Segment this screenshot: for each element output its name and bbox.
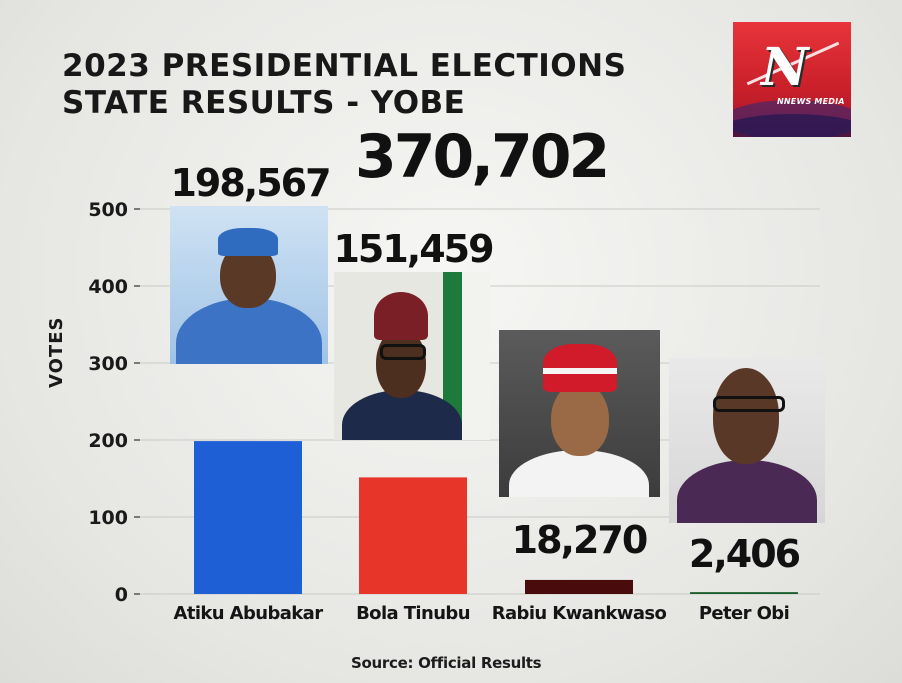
x-category-label: Atiku Abubakar — [173, 603, 323, 624]
portrait-glasses — [380, 344, 426, 360]
y-tick-label: 200 — [88, 430, 128, 452]
portrait-cap — [543, 344, 617, 392]
portrait-head — [713, 368, 779, 464]
logo-mark: N — [761, 37, 809, 98]
y-tick-label: 500 — [88, 199, 128, 221]
source-note: Source: Official Results — [351, 654, 542, 672]
portrait-body — [509, 450, 649, 497]
portrait-body — [677, 460, 817, 523]
bar-value-label: 198,567 — [170, 161, 329, 205]
y-tick-label: 300 — [88, 353, 128, 375]
x-category-label: Peter Obi — [699, 603, 789, 624]
logo-brand-text: NNEWS MEDIA — [777, 97, 845, 106]
candidate-atiku-photo — [170, 206, 328, 364]
y-tick-label: 0 — [115, 584, 128, 606]
candidate-tinubu-photo — [334, 272, 490, 440]
portrait-cap — [374, 292, 428, 340]
bar — [525, 579, 633, 594]
x-category-label: Rabiu Kwankwaso — [492, 603, 667, 624]
x-category-label: Bola Tinubu — [356, 603, 470, 624]
portrait-body — [176, 298, 322, 364]
nnews-media-logo: N NNEWS MEDIA — [733, 22, 851, 137]
bar — [690, 592, 798, 594]
bar-value-label: 151,459 — [333, 227, 493, 271]
bar-value-label: 18,270 — [512, 518, 647, 562]
chart-title-line-1: 2023 PRESIDENTIAL ELECTIONS — [62, 48, 627, 84]
portrait-head — [551, 382, 609, 456]
portrait-body — [342, 390, 462, 440]
y-axis-title: VOTES — [46, 316, 67, 388]
candidate-kwankwaso-photo — [499, 330, 660, 497]
bar — [359, 477, 467, 594]
chart-title: 2023 PRESIDENTIAL ELECTIONS STATE RESULT… — [62, 48, 626, 122]
y-tick-label: 100 — [88, 507, 128, 529]
chart-title-line-2: STATE RESULTS - YOBE — [62, 85, 466, 121]
logo-wave — [733, 114, 851, 137]
portrait-cap — [218, 228, 278, 256]
y-tick-label: 400 — [88, 276, 128, 298]
bar-value-label: 2,406 — [689, 532, 800, 576]
portrait-glasses — [713, 396, 785, 412]
total-votes: 370,702 — [355, 122, 610, 192]
candidate-obi-photo — [669, 358, 825, 523]
bar — [194, 441, 302, 594]
